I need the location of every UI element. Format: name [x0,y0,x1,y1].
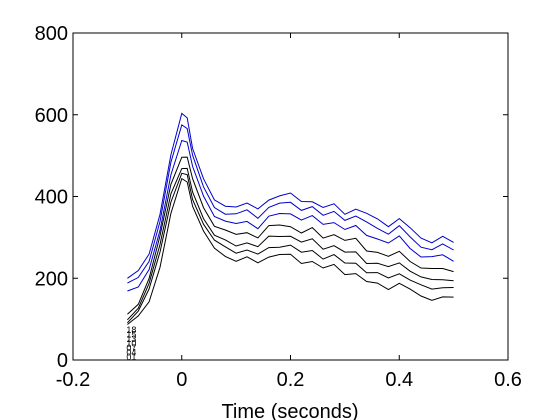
series-line-6 [127,177,454,325]
x-tick-label: 0 [176,369,187,391]
series-line-2 [127,139,454,292]
series-line-0 [127,112,454,279]
series-line-4 [127,167,454,321]
trace-label: 07 [126,343,136,353]
series-layer [127,112,454,325]
trace-label: 10 [126,339,136,349]
trace-label: 18 [126,325,136,335]
trace-label: 01 [126,352,136,362]
x-axis-label: Time (seconds) [221,401,358,420]
series-line-3 [127,156,454,315]
x-axis: -0.2 0 0.2 0.4 0.6 [56,33,522,391]
series-line-5 [127,172,454,324]
y-tick-label: 0 [57,350,68,372]
trace-label: 15 [126,330,136,340]
y-tick-label: 800 [35,23,68,45]
x-tick-label: 0.4 [385,369,413,391]
trace-label: 13 [126,334,136,344]
series-line-1 [127,124,454,284]
x-tick-label: 0.6 [494,369,522,391]
y-tick-label: 400 [35,187,68,209]
y-tick-label: 200 [35,268,68,290]
y-axis: 0 200 400 600 800 [35,23,508,372]
plot-area [72,32,509,361]
y-tick-label: 600 [35,105,68,127]
trace-label: 04 [126,348,136,358]
x-tick-label: -0.2 [56,369,90,391]
x-tick-label: 0.2 [277,369,305,391]
